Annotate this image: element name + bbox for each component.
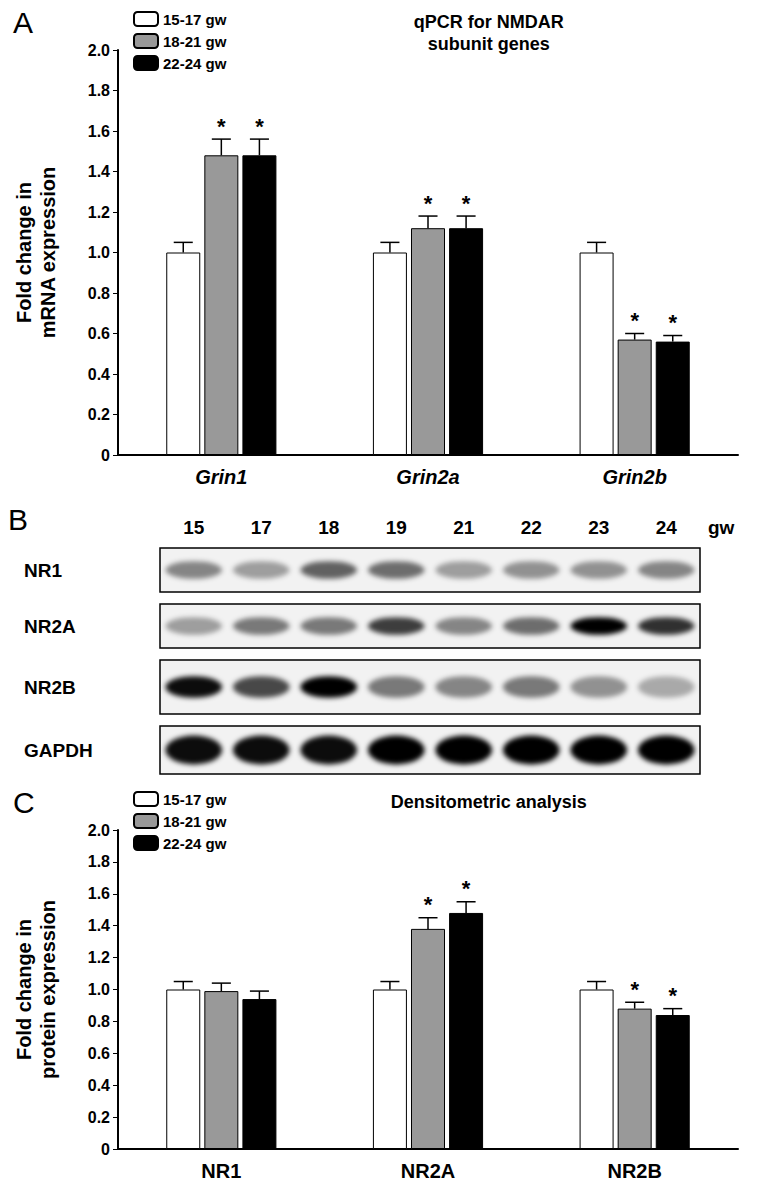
svg-text:*: * [255,114,264,139]
svg-text:2.0: 2.0 [88,42,110,59]
svg-text:NR1: NR1 [201,1160,241,1182]
svg-text:1.6: 1.6 [88,123,110,140]
svg-text:Fold change in: Fold change in [13,919,35,1060]
svg-text:0.8: 0.8 [88,1013,110,1030]
svg-text:*: * [217,114,226,139]
svg-text:15: 15 [183,517,205,538]
svg-text:1.2: 1.2 [88,949,110,966]
svg-text:NR2A: NR2A [401,1160,455,1182]
svg-text:*: * [424,191,433,216]
svg-text:Fold change in: Fold change in [13,182,35,323]
svg-text:gw: gw [708,517,735,538]
svg-text:1.6: 1.6 [88,885,110,902]
svg-text:18: 18 [318,517,339,538]
svg-text:*: * [462,876,471,901]
svg-text:0: 0 [101,1141,110,1158]
svg-text:22-24 gw: 22-24 gw [163,835,227,852]
svg-text:GAPDH: GAPDH [24,740,93,761]
svg-text:Grin2a: Grin2a [396,466,459,488]
svg-text:Densitometric analysis: Densitometric analysis [391,792,587,812]
svg-text:0.6: 0.6 [88,1045,110,1062]
svg-text:18-21 gw: 18-21 gw [163,33,227,50]
svg-text:23: 23 [588,517,609,538]
svg-text:15-17 gw: 15-17 gw [163,11,227,28]
svg-text:22-24 gw: 22-24 gw [163,55,227,72]
svg-text:1.0: 1.0 [88,981,110,998]
svg-text:B: B [8,503,28,536]
svg-text:Grin2b: Grin2b [602,466,666,488]
svg-text:1.8: 1.8 [88,853,110,870]
svg-text:15-17 gw: 15-17 gw [163,791,227,808]
svg-text:protein expression: protein expression [37,900,59,1079]
svg-text:NR2B: NR2B [24,677,76,698]
svg-text:22: 22 [521,517,542,538]
svg-text:2.0: 2.0 [88,822,110,839]
svg-text:18-21 gw: 18-21 gw [163,813,227,830]
svg-text:NR2A: NR2A [24,616,76,637]
svg-text:1.4: 1.4 [88,917,110,934]
svg-text:A: A [13,6,33,39]
svg-text:1.4: 1.4 [88,163,110,180]
svg-text:*: * [424,892,433,917]
svg-text:0.2: 0.2 [88,1109,110,1126]
svg-text:0.4: 0.4 [88,366,110,383]
svg-text:C: C [13,786,35,819]
svg-text:1.2: 1.2 [88,204,110,221]
svg-text:*: * [630,308,639,333]
svg-text:0.2: 0.2 [88,406,110,423]
svg-text:0.8: 0.8 [88,285,110,302]
svg-text:*: * [630,977,639,1002]
svg-text:mRNA expression: mRNA expression [37,167,59,339]
svg-text:0: 0 [101,447,110,464]
svg-text:subunit genes: subunit genes [428,34,550,54]
svg-text:*: * [668,983,677,1008]
svg-text:*: * [668,310,677,335]
svg-text:17: 17 [251,517,272,538]
svg-text:NR2B: NR2B [607,1160,661,1182]
svg-text:qPCR for NMDAR: qPCR for NMDAR [414,12,564,32]
svg-text:1.0: 1.0 [88,244,110,261]
svg-text:NR1: NR1 [24,560,62,581]
svg-text:21: 21 [453,517,475,538]
svg-text:*: * [462,191,471,216]
svg-text:1.8: 1.8 [88,82,110,99]
svg-text:0.6: 0.6 [88,325,110,342]
svg-text:24: 24 [656,517,678,538]
svg-text:19: 19 [386,517,407,538]
svg-text:0.4: 0.4 [88,1077,110,1094]
svg-text:Grin1: Grin1 [195,466,247,488]
